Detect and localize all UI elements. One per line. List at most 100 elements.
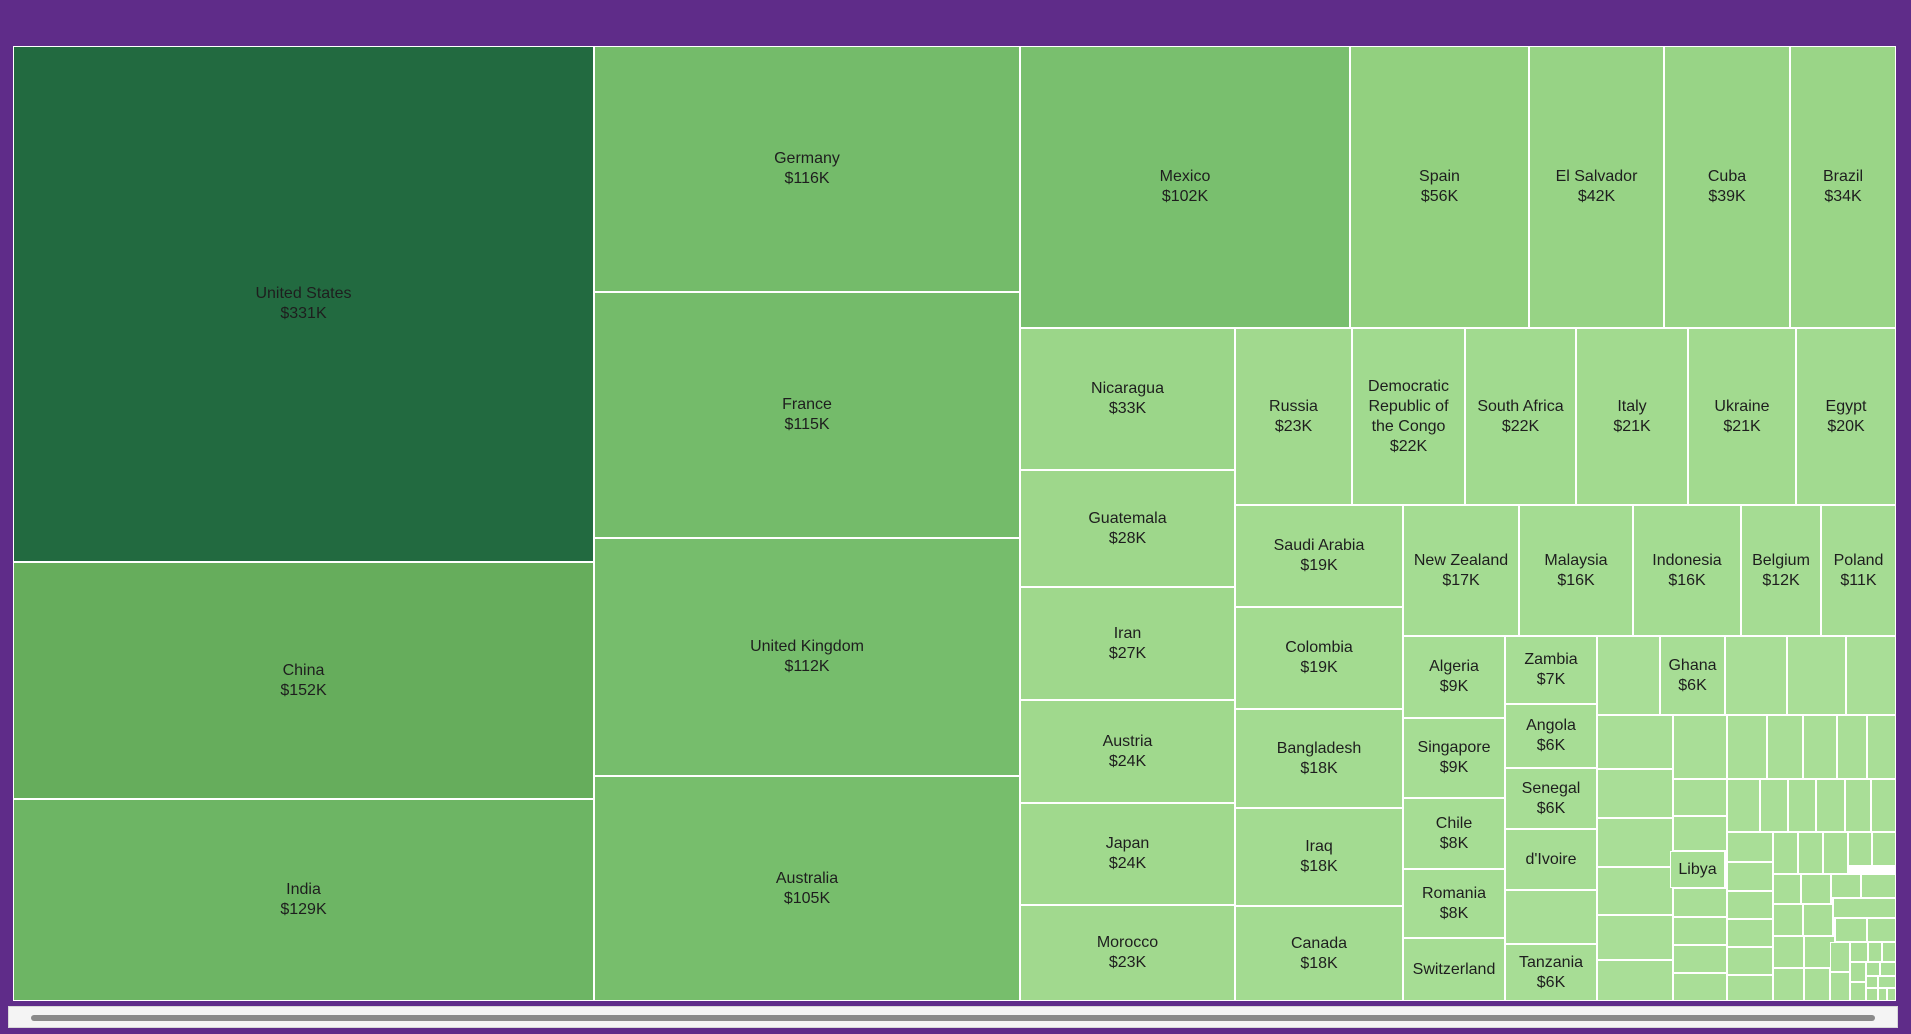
treemap-tile-united-kingdom[interactable]: United Kingdom $112K [594, 538, 1020, 776]
treemap-tile-unlabeled[interactable] [1673, 945, 1727, 973]
treemap-tile-cuba[interactable]: Cuba $39K [1664, 46, 1790, 328]
treemap-tile-unlabeled[interactable] [1725, 636, 1787, 715]
horizontal-scrollbar[interactable] [8, 1006, 1898, 1028]
treemap-tile-indonesia[interactable]: Indonesia $16K [1633, 505, 1741, 636]
treemap-tile-unlabeled[interactable] [1597, 915, 1673, 960]
treemap-tile-unlabeled[interactable] [1597, 818, 1673, 867]
treemap-tile-chile[interactable]: Chile $8K [1403, 798, 1505, 869]
treemap-tile-russia[interactable]: Russia $23K [1235, 328, 1352, 505]
treemap-tile-unlabeled[interactable] [1788, 779, 1816, 832]
treemap-tile-japan[interactable]: Japan $24K [1020, 803, 1235, 905]
treemap-tile-unlabeled[interactable] [1727, 832, 1773, 862]
treemap-tile-unlabeled[interactable] [1773, 936, 1804, 968]
treemap-tile-unlabeled[interactable] [1787, 636, 1846, 715]
treemap-tile-iran[interactable]: Iran $27K [1020, 587, 1235, 700]
treemap-tile-unlabeled[interactable] [1804, 936, 1835, 968]
treemap-tile-unlabeled[interactable] [1673, 917, 1727, 945]
treemap-tile-unlabeled[interactable] [1830, 942, 1850, 972]
treemap-tile-austria[interactable]: Austria $24K [1020, 700, 1235, 803]
treemap-tile-unlabeled[interactable] [1597, 769, 1673, 818]
treemap-tile-unlabeled[interactable] [1887, 988, 1896, 1001]
treemap-tile-unlabeled[interactable] [1867, 715, 1896, 779]
treemap-tile-unlabeled[interactable] [1803, 715, 1837, 779]
treemap-tile-unlabeled[interactable] [1833, 898, 1896, 918]
treemap-tile-unlabeled[interactable] [1878, 976, 1896, 988]
treemap-tile-nicaragua[interactable]: Nicaragua $33K [1020, 328, 1235, 470]
treemap-tile-brazil[interactable]: Brazil $34K [1790, 46, 1896, 328]
treemap-tile-unlabeled[interactable] [1673, 816, 1727, 851]
treemap-tile-unlabeled[interactable] [1866, 962, 1880, 976]
treemap-tile-germany[interactable]: Germany $116K [594, 46, 1020, 292]
treemap-tile-unlabeled[interactable] [1597, 867, 1673, 915]
treemap-tile-unlabeled[interactable] [1866, 988, 1878, 1001]
treemap-tile-morocco[interactable]: Morocco $23K [1020, 905, 1235, 1001]
treemap-tile-unlabeled[interactable] [1727, 862, 1773, 891]
treemap-tile-unlabeled[interactable] [1760, 779, 1788, 832]
treemap-tile-unlabeled[interactable] [1597, 715, 1673, 769]
treemap-tile-senegal[interactable]: Senegal $6K [1505, 768, 1597, 829]
treemap-tile-democratic-republic-of-the-congo[interactable]: Democratic Republic of the Congo $22K [1352, 328, 1465, 505]
treemap-tile-unlabeled[interactable] [1673, 888, 1727, 917]
treemap-tile-unlabeled[interactable] [1867, 918, 1896, 942]
treemap-tile-unlabeled[interactable] [1837, 715, 1867, 779]
treemap-tile-d-ivoire[interactable]: d'Ivoire [1505, 829, 1597, 890]
treemap-tile-unlabeled[interactable] [1835, 918, 1867, 942]
treemap-tile-unlabeled[interactable] [1798, 832, 1823, 874]
treemap-tile-unlabeled[interactable] [1773, 874, 1801, 904]
treemap-tile-poland[interactable]: Poland $11K [1821, 505, 1896, 636]
treemap-tile-unlabeled[interactable] [1878, 988, 1887, 1001]
treemap-tile-unlabeled[interactable] [1803, 904, 1833, 936]
treemap-tile-tanzania[interactable]: Tanzania $6K [1505, 944, 1597, 1001]
treemap-tile-colombia[interactable]: Colombia $19K [1235, 607, 1403, 709]
treemap-tile-unlabeled[interactable] [1846, 636, 1896, 715]
treemap-tile-unlabeled[interactable] [1727, 715, 1767, 779]
treemap-tile-unlabeled[interactable] [1830, 972, 1850, 1001]
treemap-tile-france[interactable]: France $115K [594, 292, 1020, 538]
treemap-tile-unlabeled[interactable] [1872, 832, 1896, 866]
treemap-tile-unlabeled[interactable] [1767, 715, 1803, 779]
treemap-tile-unlabeled[interactable] [1505, 890, 1597, 944]
treemap-tile-unlabeled[interactable] [1673, 715, 1727, 779]
treemap-tile-unlabeled[interactable] [1848, 832, 1872, 866]
treemap-tile-canada[interactable]: Canada $18K [1235, 906, 1403, 1001]
treemap-tile-egypt[interactable]: Egypt $20K [1796, 328, 1896, 505]
treemap-tile-bangladesh[interactable]: Bangladesh $18K [1235, 709, 1403, 808]
treemap-tile-unlabeled[interactable] [1850, 962, 1866, 982]
treemap-tile-unlabeled[interactable] [1831, 874, 1861, 898]
treemap-tile-belgium[interactable]: Belgium $12K [1741, 505, 1821, 636]
treemap-tile-unlabeled[interactable] [1727, 891, 1773, 919]
treemap-tile-singapore[interactable]: Singapore $9K [1403, 718, 1505, 798]
treemap-tile-unlabeled[interactable] [1727, 947, 1773, 975]
treemap-tile-el-salvador[interactable]: El Salvador $42K [1529, 46, 1664, 328]
treemap-tile-australia[interactable]: Australia $105K [594, 776, 1020, 1001]
treemap-tile-unlabeled[interactable] [1845, 779, 1871, 832]
treemap-tile-unlabeled[interactable] [1866, 976, 1878, 988]
treemap-tile-italy[interactable]: Italy $21K [1576, 328, 1688, 505]
treemap-tile-zambia[interactable]: Zambia $7K [1505, 636, 1597, 704]
treemap-tile-united-states[interactable]: United States $331K [13, 46, 594, 562]
treemap-tile-unlabeled[interactable] [1673, 973, 1727, 1001]
treemap-tile-unlabeled[interactable] [1880, 962, 1896, 976]
treemap-tile-china[interactable]: China $152K [13, 562, 594, 799]
treemap-tile-malaysia[interactable]: Malaysia $16K [1519, 505, 1633, 636]
treemap-tile-unlabeled[interactable] [1597, 960, 1673, 1001]
treemap-tile-iraq[interactable]: Iraq $18K [1235, 808, 1403, 906]
treemap-tile-saudi-arabia[interactable]: Saudi Arabia $19K [1235, 505, 1403, 607]
scrollbar-thumb[interactable] [31, 1015, 1875, 1021]
treemap-tile-guatemala[interactable]: Guatemala $28K [1020, 470, 1235, 587]
treemap-tile-unlabeled[interactable] [1801, 874, 1831, 904]
treemap-tile-unlabeled[interactable] [1850, 982, 1866, 1001]
treemap-tile-romania[interactable]: Romania $8K [1403, 869, 1505, 938]
treemap-tile-south-africa[interactable]: South Africa $22K [1465, 328, 1576, 505]
treemap-tile-ghana[interactable]: Ghana $6K [1660, 636, 1725, 715]
treemap-tile-unlabeled[interactable] [1597, 636, 1660, 715]
treemap-tile-unlabeled[interactable] [1673, 779, 1727, 816]
treemap-tile-india[interactable]: India $129K [13, 799, 594, 1001]
treemap-tile-unlabeled[interactable] [1804, 968, 1830, 1001]
treemap-tile-unlabeled[interactable] [1727, 975, 1773, 1001]
treemap-tile-unlabeled[interactable] [1871, 779, 1896, 832]
treemap-tile-new-zealand[interactable]: New Zealand $17K [1403, 505, 1519, 636]
treemap-tile-unlabeled[interactable] [1773, 832, 1798, 874]
treemap-tile-algeria[interactable]: Algeria $9K [1403, 636, 1505, 718]
treemap-tile-unlabeled[interactable] [1861, 874, 1896, 898]
